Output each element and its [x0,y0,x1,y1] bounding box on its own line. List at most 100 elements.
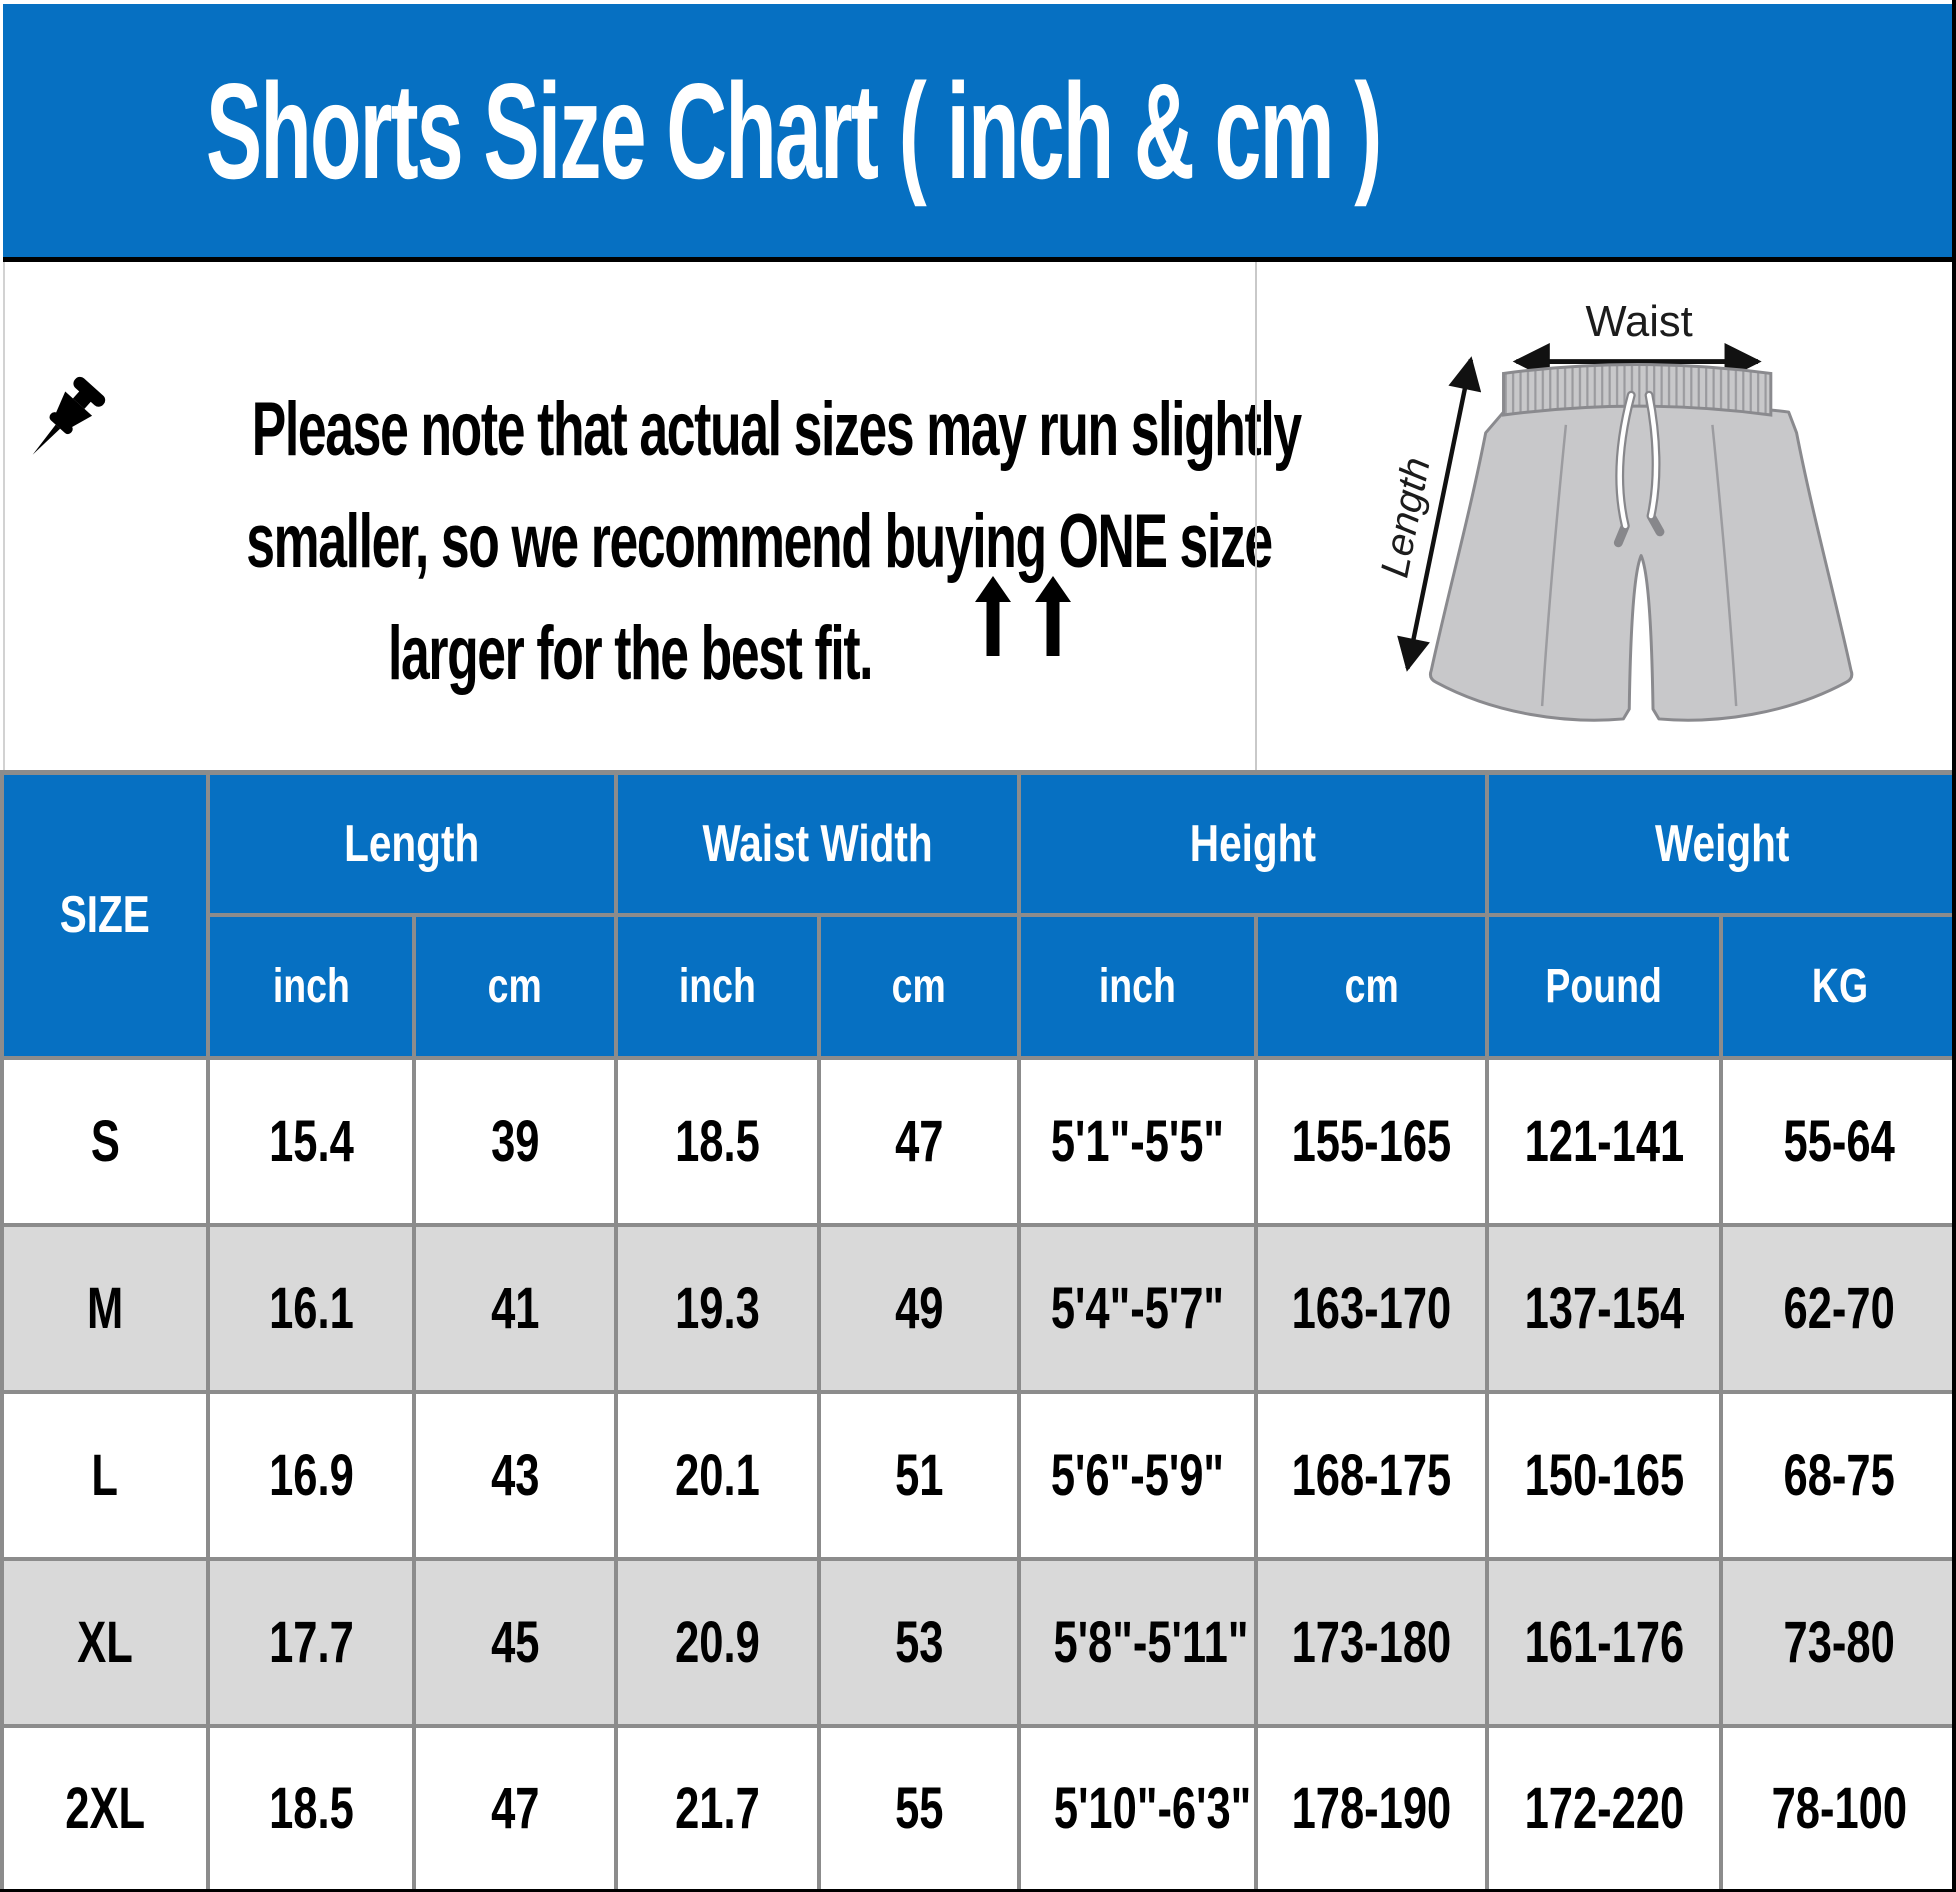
cell-text: 5'4"-5'7" [1050,1275,1225,1341]
data-cell: 5'4"-5'7" [1017,1222,1259,1394]
data-cell: 18.5 [206,1723,416,1892]
data-cell: 51 [817,1389,1022,1561]
cell-text: 21.7 [675,1775,760,1841]
header-text: inch [272,959,350,1013]
info-section: Please note that actual sizes may run sl… [3,262,1952,770]
cell-text: S [90,1108,120,1174]
header-weight-kg: KG [1719,912,1952,1060]
header-text: Height [1189,814,1317,873]
header-group-length: Length [205,770,619,917]
cell-text: 15.4 [268,1108,354,1174]
data-cell: 62-70 [1719,1222,1952,1394]
header-height-cm: cm [1254,912,1490,1060]
waistband [1502,363,1773,417]
cell-text: 18.5 [268,1775,354,1841]
cell-text: 20.1 [675,1442,760,1508]
data-cell: 5'8"-5'11" [1017,1556,1259,1728]
data-cell: 21.7 [614,1723,822,1892]
header-waist-cm: cm [817,912,1022,1060]
cell-text: 163-170 [1291,1275,1452,1341]
header-text: cm [891,959,947,1013]
shorts-body [1428,401,1854,722]
data-cell: 55-64 [1719,1055,1952,1227]
note-line-1: Please note that actual sizes may run sl… [5,374,1302,486]
cell-text: 39 [490,1108,540,1174]
cell-text: 41 [490,1275,540,1341]
data-cell: 18.5 [614,1055,822,1227]
header-text: KG [1811,959,1868,1013]
data-cell: 17.7 [206,1556,416,1728]
data-cell: 5'10"-6'3" [1017,1723,1259,1892]
cell-text: 55 [894,1775,944,1841]
header-group-waist-width: Waist Width [614,770,1022,917]
header-waist-inch: inch [614,912,822,1060]
data-cell: 78-100 [1719,1723,1952,1892]
data-cell: 53 [817,1556,1022,1728]
data-cell: 178-190 [1254,1723,1490,1892]
size-cell: L [0,1389,210,1561]
size-cell: S [0,1055,210,1227]
cell-text: 45 [490,1609,540,1675]
cell-text: 16.1 [268,1275,354,1341]
waist-label: Waist [1586,298,1693,346]
header-height-inch: inch [1017,912,1259,1060]
size-cell: M [0,1222,210,1394]
cell-text: 5'1"-5'5" [1050,1108,1225,1174]
cell-text: 55-64 [1783,1108,1896,1174]
cell-text: 5'10"-6'3" [1053,1775,1252,1841]
cell-text: 2XL [65,1775,145,1841]
note-text: larger for the best fit. [387,611,874,696]
title-bar: Shorts Size Chart ( inch & cm ) [3,4,1952,262]
header-text: Pound [1545,959,1663,1013]
size-cell: 2XL [0,1723,210,1892]
data-cell: 5'1"-5'5" [1017,1055,1259,1227]
table-row-2xl: 2XL 18.5 47 21.7 55 5'10"-6'3" 178-190 1… [0,1723,1952,1892]
header-text: Length [344,814,480,873]
size-table: SIZE Length Waist Width Height Weight in… [0,770,1952,1892]
right-seam-line [1711,424,1738,707]
header-weight-pound: Pound [1485,912,1724,1060]
cell-text: 155-165 [1291,1108,1452,1174]
header-text: cm [1344,959,1399,1013]
header-text: cm [487,959,543,1013]
header-length-cm: cm [411,912,619,1060]
header-length-inch: inch [206,912,416,1060]
data-cell: 45 [411,1556,619,1728]
up-arrow-icon [1035,576,1071,656]
cell-text: 68-75 [1783,1442,1896,1508]
cell-text: 43 [490,1442,540,1508]
size-cell: XL [0,1556,210,1728]
cell-text: 137-154 [1524,1275,1684,1341]
data-cell: 168-175 [1254,1389,1490,1561]
data-cell: 150-165 [1485,1389,1724,1561]
data-cell: 41 [411,1222,619,1394]
cell-text: 73-80 [1783,1609,1896,1675]
note-line-2: smaller, so we recommend buying ONE size [5,486,1273,598]
pushpin-icon [32,376,106,455]
header-text: Weight [1655,814,1790,873]
data-cell: 161-176 [1485,1556,1724,1728]
note-line-3: larger for the best fit. [5,598,1255,710]
cell-text: 53 [894,1609,944,1675]
left-seam-line [1540,424,1568,707]
cell-text: 150-165 [1524,1442,1684,1508]
data-cell: 20.1 [614,1389,822,1561]
note-text: Please note that actual sizes may run sl… [251,387,1302,472]
data-cell: 163-170 [1254,1222,1490,1394]
table-row-l: L 16.9 43 20.1 51 5'6"-5'9" 168-175 150-… [0,1389,1952,1561]
note-panel: Please note that actual sizes may run sl… [5,262,1302,770]
cell-text: 161-176 [1524,1609,1684,1675]
cell-text: 47 [894,1108,944,1174]
page-title: Shorts Size Chart ( inch & cm ) [205,54,1382,207]
table-row-xl: XL 17.7 45 20.9 53 5'8"-5'11" 173-180 16… [0,1556,1952,1728]
cell-text: 19.3 [675,1275,760,1341]
header-group-height: Height [1017,770,1490,917]
note-text: smaller, so we recommend buying ONE size [246,499,1273,584]
title-wrap: Shorts Size Chart ( inch & cm ) [3,4,1583,257]
data-cell: 47 [411,1723,619,1892]
cell-text: 168-175 [1291,1442,1452,1508]
cell-text: 16.9 [268,1442,354,1508]
up-arrow-icon [975,576,1011,656]
data-cell: 16.1 [206,1222,416,1394]
header-text: inch [1099,959,1176,1013]
